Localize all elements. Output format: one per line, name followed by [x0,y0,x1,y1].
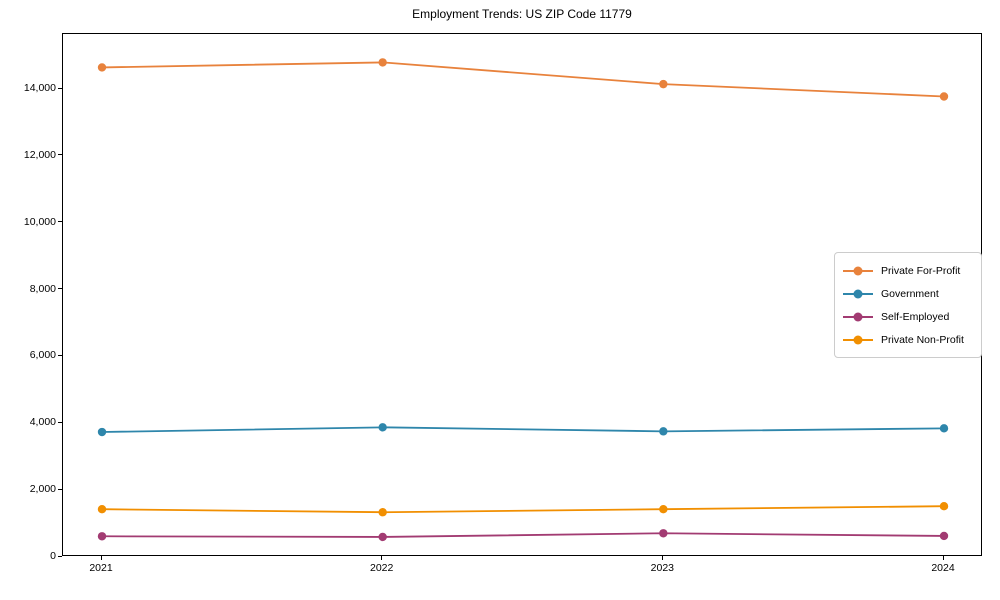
y-tick-mark [58,488,62,490]
data-point-self-employed-2024 [939,531,949,541]
legend: Private For-Profit Government Self-Employe… [834,252,982,358]
y-tick-mark [58,221,62,223]
y-tick-label: 6,000 [29,349,56,362]
data-point-private-non-profit-2023 [659,505,668,514]
data-point-private-non-profit-2024 [939,502,949,511]
y-tick-label: 12,000 [23,148,56,161]
x-tick-mark [381,556,383,560]
legend-line-marker-icon [843,288,873,299]
y-tick-label: 10,000 [23,215,56,228]
y-tick-label: 14,000 [23,81,56,94]
y-tick-label: 4,000 [29,416,56,429]
series-line [101,426,945,433]
data-point-private-for-profit-2021 [97,63,107,72]
legend-item-private-non-profit: Private Non-Profit [843,328,973,351]
y-tick-mark [58,87,62,89]
series-line [101,61,945,98]
legend-label: Private For-Profit [881,264,961,277]
y-tick-label: 0 [50,549,56,562]
legend-item-government: Government [843,282,973,305]
series-line [101,505,945,514]
data-point-government-2022 [378,423,387,432]
series-private-for-profit [97,58,949,101]
x-tick-mark [100,556,102,560]
legend-line-marker-icon [843,311,873,322]
y-tick-mark [58,288,62,290]
y-tick-label: 8,000 [29,282,56,295]
data-point-government-2024 [939,424,949,433]
y-tick-mark [58,354,62,356]
legend-label: Government [881,287,939,300]
legend-label: Private Non-Profit [881,333,964,346]
x-tick-mark [942,556,944,560]
data-point-government-2023 [659,427,668,436]
series-government [97,423,949,437]
series-self-employed [97,529,949,542]
data-point-self-employed-2022 [378,532,387,542]
x-tick-label: 2021 [89,562,113,574]
data-point-private-non-profit-2022 [378,508,387,517]
y-tick-label: 2,000 [29,482,56,495]
legend-item-private-for-profit: Private For-Profit [843,259,973,282]
series-private-non-profit [97,502,949,517]
x-tick-label: 2022 [369,562,394,574]
y-tick-mark [58,555,62,557]
data-point-private-for-profit-2022 [378,58,387,67]
legend-line-marker-icon [843,334,873,345]
y-tick-mark [58,421,62,423]
chart-title: Employment Trends: US ZIP Code 11779 [412,7,632,21]
data-point-private-non-profit-2021 [97,505,107,514]
line-chart-svg [97,58,949,542]
y-tick-mark [58,154,62,156]
data-point-private-for-profit-2024 [939,92,949,101]
data-point-self-employed-2021 [97,532,107,541]
legend-item-self-employed: Self-Employed [843,305,973,328]
data-point-government-2021 [97,427,107,437]
plot-area [62,33,982,556]
x-tick-label: 2024 [931,562,955,574]
x-tick-label: 2023 [650,562,675,574]
x-tick-mark [661,556,663,560]
series-line [102,532,945,538]
legend-line-marker-icon [843,265,873,276]
data-point-self-employed-2023 [659,529,668,538]
data-point-private-for-profit-2023 [659,79,668,89]
legend-label: Self-Employed [881,310,950,323]
